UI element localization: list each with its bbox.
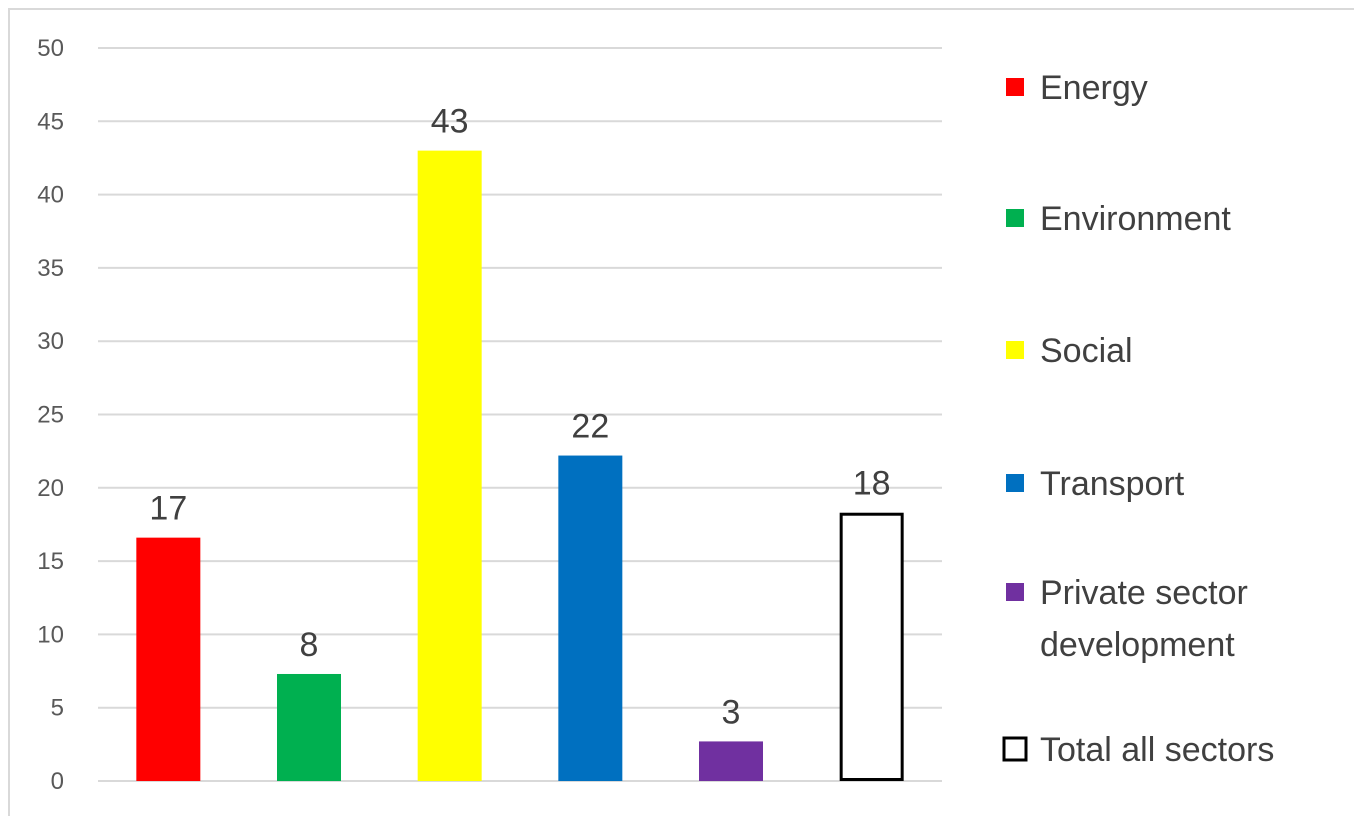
bars: [136, 150, 904, 781]
data-label: 3: [722, 693, 741, 731]
legend-label: development: [1040, 626, 1235, 664]
bar-transport: [558, 455, 623, 781]
y-tick-label: 45: [37, 108, 64, 135]
data-labels: 17 8 43 22 3 18: [149, 103, 890, 732]
legend: Energy Environment Social Transport Private …: [1002, 69, 1274, 769]
y-tick-label: 30: [37, 328, 64, 355]
y-axis: 0 5 10 15 20 25 30 35 40 45 50: [37, 35, 64, 795]
data-label: 17: [149, 490, 187, 528]
legend-swatch: [1006, 583, 1024, 601]
legend-label: Transport: [1040, 465, 1185, 503]
legend-label: Environment: [1040, 200, 1231, 238]
data-label: 43: [431, 103, 469, 141]
y-tick-label: 0: [51, 768, 64, 795]
legend-swatch: [1006, 209, 1024, 227]
bar-energy: [136, 537, 201, 781]
legend-swatch: [1002, 736, 1028, 762]
legend-label: Private sector: [1040, 574, 1248, 612]
bar-social: [417, 150, 482, 781]
y-tick-label: 25: [37, 402, 64, 429]
chart-frame: [8, 8, 1354, 816]
y-tick-label: 15: [37, 548, 64, 575]
data-label: 22: [571, 408, 609, 446]
y-tick-label: 50: [37, 35, 64, 62]
bar-total-all-sectors: [839, 512, 904, 781]
legend-label: Social: [1040, 332, 1133, 370]
bar-private-sector-development: [699, 741, 763, 781]
legend-swatch: [1006, 341, 1024, 359]
data-label: 18: [853, 465, 891, 503]
legend-label: Energy: [1040, 69, 1148, 107]
y-tick-label: 20: [37, 475, 64, 502]
y-tick-label: 10: [37, 621, 64, 648]
y-tick-label: 35: [37, 255, 64, 282]
bar-environment: [277, 673, 341, 781]
legend-swatch: [1006, 78, 1024, 96]
y-tick-label: 40: [37, 182, 64, 209]
legend-label: Total all sectors: [1040, 731, 1274, 769]
y-tick-label: 5: [51, 695, 64, 722]
gridlines: [98, 47, 942, 782]
data-label: 8: [300, 626, 319, 664]
legend-swatch: [1006, 474, 1024, 492]
